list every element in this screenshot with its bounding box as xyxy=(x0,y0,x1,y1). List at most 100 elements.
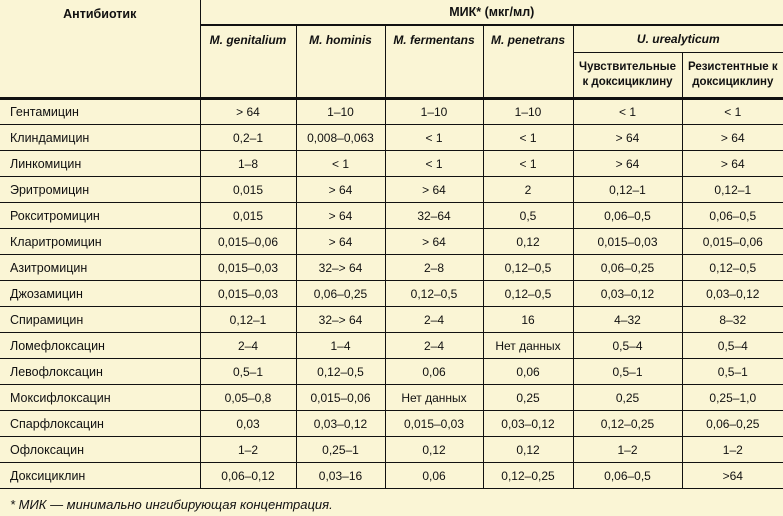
mic-value-cell: 2–4 xyxy=(384,332,483,359)
mic-value-cell: 0,12–0,5 xyxy=(482,280,573,307)
mic-value-cell: 2–4 xyxy=(384,306,483,333)
mic-value-cell: 0,015–0,03 xyxy=(572,228,682,255)
mic-value-cell: 0,25 xyxy=(482,384,573,411)
antibiotic-name-cell: Клиндамицин xyxy=(0,124,200,151)
mic-value-cell: 0,03–16 xyxy=(295,462,385,489)
table-row: Спирамицин 0,12–1 32–> 64 2–4 16 4–32 8–… xyxy=(0,306,783,333)
antibiotic-name-cell: Кларитромицин xyxy=(0,228,200,255)
mic-value-cell: > 64 xyxy=(295,176,385,203)
mic-value-cell: 0,015–0,06 xyxy=(295,384,385,411)
mic-value-cell: < 1 xyxy=(384,150,483,177)
mic-value-cell: 0,03 xyxy=(199,410,296,437)
mic-value-cell: 0,5–4 xyxy=(681,332,783,359)
mic-value-cell: > 64 xyxy=(295,202,385,229)
mic-value-cell: 0,03–0,12 xyxy=(681,280,783,307)
table-row: Моксифлоксацин 0,05–0,8 0,015–0,06 Нет д… xyxy=(0,384,783,411)
mic-value-cell: < 1 xyxy=(572,97,682,125)
mic-value-cell: 0,12–1 xyxy=(572,176,682,203)
antibiotic-name-cell: Офлоксацин xyxy=(0,436,200,463)
antibiotic-name-cell: Линкомицин xyxy=(0,150,200,177)
mic-value-cell: 0,12–0,25 xyxy=(482,462,573,489)
mic-value-cell: 8–32 xyxy=(681,306,783,333)
mic-value-cell: 0,015 xyxy=(199,176,296,203)
table-row: Клиндамицин 0,2–1 0,008–0,063 < 1 < 1 > … xyxy=(0,124,783,151)
mic-value-cell: 0,25–1,0 xyxy=(681,384,783,411)
table-row: Линкомицин 1–8 < 1 < 1 < 1 > 64 > 64 xyxy=(0,150,783,177)
mic-value-cell: < 1 xyxy=(681,97,783,125)
table-row: Доксициклин 0,06–0,12 0,03–16 0,06 0,12–… xyxy=(0,462,783,489)
mic-value-cell: > 64 xyxy=(572,150,682,177)
mic-value-cell: 0,06 xyxy=(384,358,483,385)
table-row: Гентамицин > 64 1–10 1–10 1–10 < 1 < 1 xyxy=(0,97,783,125)
table-row: Джозамицин 0,015–0,03 0,06–0,25 0,12–0,5… xyxy=(0,280,783,307)
antibiotic-name-cell: Гентамицин xyxy=(0,97,200,125)
species-header-m-fermentans: M. fermentans xyxy=(384,25,483,99)
mic-value-cell: 0,015–0,03 xyxy=(384,410,483,437)
mic-value-cell: 4–32 xyxy=(572,306,682,333)
mic-value-cell: 2–4 xyxy=(199,332,296,359)
species-header-u-urealyticum: U. urealyticum xyxy=(572,25,783,53)
mic-value-cell: 0,06–0,5 xyxy=(572,462,682,489)
mic-value-cell: Нет данных xyxy=(384,384,483,411)
antibiotic-name-cell: Азитромицин xyxy=(0,254,200,281)
mic-units-header: МИК* (мкг/мл) xyxy=(199,0,783,26)
antibiotic-name-cell: Джозамицин xyxy=(0,280,200,307)
table-row: Ломефлоксацин 2–4 1–4 2–4 Нет данных 0,5… xyxy=(0,332,783,359)
mic-value-cell: 0,25 xyxy=(572,384,682,411)
mic-value-cell: > 64 xyxy=(572,124,682,151)
mic-value-cell: 0,12–0,5 xyxy=(384,280,483,307)
mic-value-cell: 0,06–0,5 xyxy=(572,202,682,229)
mic-value-cell: < 1 xyxy=(482,150,573,177)
mic-value-cell: > 64 xyxy=(681,150,783,177)
subheader-doxycycline-resistant: Резистентные к доксициклину xyxy=(681,52,783,99)
mic-value-cell: 0,06 xyxy=(482,358,573,385)
header-row-1: Антибиотик МИК* (мкг/мл) xyxy=(0,0,783,26)
table-row: Офлоксацин 1–2 0,25–1 0,12 0,12 1–2 1–2 xyxy=(0,436,783,463)
species-header-m-hominis: M. hominis xyxy=(295,25,385,99)
mic-table-header: Антибиотик МИК* (мкг/мл) M. genitalium M… xyxy=(0,0,783,99)
mic-value-cell: 0,03–0,12 xyxy=(295,410,385,437)
mic-value-cell: 0,12–0,25 xyxy=(572,410,682,437)
mic-footnote: * МИК — минимально ингибирующая концентр… xyxy=(10,497,333,512)
table-row: Азитромицин 0,015–0,03 32–> 64 2–8 0,12–… xyxy=(0,254,783,281)
mic-value-cell: 0,12 xyxy=(482,228,573,255)
table-row: Кларитромицин 0,015–0,06 > 64 > 64 0,12 … xyxy=(0,228,783,255)
mic-value-cell: 1–2 xyxy=(199,436,296,463)
mic-value-cell: 1–4 xyxy=(295,332,385,359)
mic-value-cell: > 64 xyxy=(384,176,483,203)
mic-value-cell: 0,06–0,12 xyxy=(199,462,296,489)
mic-value-cell: 1–10 xyxy=(482,97,573,125)
mic-value-cell: 0,008–0,063 xyxy=(295,124,385,151)
mic-value-cell: 1–2 xyxy=(681,436,783,463)
mic-value-cell: 2 xyxy=(482,176,573,203)
antibiotic-name-cell: Рокситромицин xyxy=(0,202,200,229)
mic-value-cell: 0,015–0,06 xyxy=(681,228,783,255)
mic-table: Антибиотик МИК* (мкг/мл) M. genitalium M… xyxy=(0,0,783,489)
mic-value-cell: 0,5 xyxy=(482,202,573,229)
mic-value-cell: 32–> 64 xyxy=(295,306,385,333)
mic-value-cell: 0,05–0,8 xyxy=(199,384,296,411)
mic-value-cell: 0,12–0,5 xyxy=(482,254,573,281)
mic-value-cell: 0,06–0,5 xyxy=(681,202,783,229)
table-row: Эритромицин 0,015 > 64 > 64 2 0,12–1 0,1… xyxy=(0,176,783,203)
mic-value-cell: 16 xyxy=(482,306,573,333)
mic-value-cell: 1–10 xyxy=(295,97,385,125)
mic-value-cell: 0,12–0,5 xyxy=(295,358,385,385)
mic-value-cell: > 64 xyxy=(295,228,385,255)
mic-value-cell: 1–2 xyxy=(572,436,682,463)
mic-value-cell: 0,12–1 xyxy=(681,176,783,203)
mic-value-cell: 0,12 xyxy=(482,436,573,463)
header-row-3: Чувствительные к доксициклину Резистентн… xyxy=(0,52,783,99)
antibiotic-name-cell: Доксициклин xyxy=(0,462,200,489)
mic-value-cell: > 64 xyxy=(199,97,296,125)
mic-value-cell: 0,5–1 xyxy=(572,358,682,385)
table-row: Спарфлоксацин 0,03 0,03–0,12 0,015–0,03 … xyxy=(0,410,783,437)
antibiotic-column-header: Антибиотик xyxy=(63,7,137,21)
mic-value-cell: 32–64 xyxy=(384,202,483,229)
mic-value-cell: 0,2–1 xyxy=(199,124,296,151)
mic-value-cell: 0,06–0,25 xyxy=(681,410,783,437)
species-header-m-genitalium: M. genitalium xyxy=(199,25,296,99)
mic-value-cell: 0,5–4 xyxy=(572,332,682,359)
antibiotic-name-cell: Спарфлоксацин xyxy=(0,410,200,437)
